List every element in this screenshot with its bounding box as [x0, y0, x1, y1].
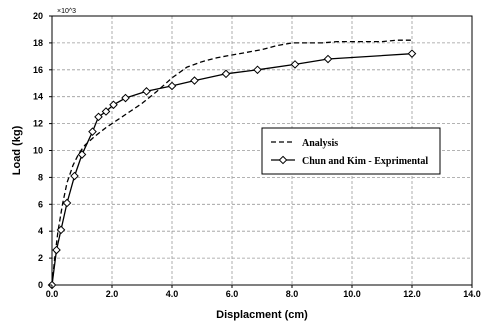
x-tick-label: 4.0 — [166, 289, 179, 299]
x-tick-label: 12.0 — [403, 289, 421, 299]
legend-box — [261, 127, 441, 175]
y-tick-label: 12 — [33, 119, 43, 129]
legend: Analysis Chun and Kim - Exprimental — [261, 127, 441, 175]
y-tick-label: 6 — [38, 199, 43, 209]
y-tick-labels: 0 2 4 6 8 10 12 14 16 18 20 — [33, 11, 52, 290]
data-point-diamond — [101, 107, 111, 116]
y-tick-label: 2 — [38, 253, 43, 263]
y-tick-label: 18 — [33, 38, 43, 48]
x-tick-label: 10.0 — [343, 289, 361, 299]
y-tick-label: 10 — [33, 146, 43, 156]
y-tick-label: 4 — [38, 226, 43, 236]
data-point-diamond — [407, 49, 417, 58]
data-point-diamond — [109, 100, 118, 110]
y-tick-label: 0 — [38, 280, 43, 290]
y-tick-label: 16 — [33, 65, 43, 75]
data-point-diamond — [253, 65, 262, 75]
x-tick-label: 14.0 — [463, 289, 481, 299]
data-point-diamond — [190, 76, 199, 85]
data-point-diamond — [62, 198, 72, 208]
x-tick-label: 2.0 — [106, 289, 119, 299]
data-point-diamond — [88, 127, 97, 136]
y-axis-title: Load (kg) — [11, 125, 23, 175]
series-line-analysis — [51, 39, 412, 286]
y-tick-label: 14 — [33, 92, 43, 102]
data-point-diamond — [121, 93, 130, 103]
x-axis-title: Displacment (cm) — [216, 309, 308, 321]
data-point-diamond — [94, 112, 103, 122]
data-point-diamond — [56, 225, 66, 235]
data-point-diamond — [70, 171, 79, 181]
x-tick-label: 8.0 — [286, 289, 299, 299]
data-point-diamond — [290, 60, 300, 69]
y-axis-multiplier: ×10^3 — [57, 8, 76, 15]
data-point-diamond — [77, 150, 87, 159]
x-tick-labels: 0.0 2.0 4.0 6.0 8.0 10.0 12.0 14.0 — [46, 285, 481, 299]
legend-diamond-marker — [278, 155, 288, 165]
data-point-diamond — [52, 245, 61, 255]
legend-label-experimental: Chun and Kim - Exprimental — [302, 156, 428, 167]
x-tick-label: 0.0 — [46, 289, 59, 299]
y-tick-label: 20 — [33, 11, 43, 21]
data-point-diamond — [323, 54, 333, 64]
legend-label-analysis: Analysis — [302, 138, 338, 149]
y-tick-label: 8 — [38, 172, 43, 182]
x-tick-label: 6.0 — [226, 289, 239, 299]
data-point-diamond — [221, 69, 231, 79]
data-point-diamond — [142, 87, 151, 96]
data-point-diamond — [167, 81, 177, 91]
